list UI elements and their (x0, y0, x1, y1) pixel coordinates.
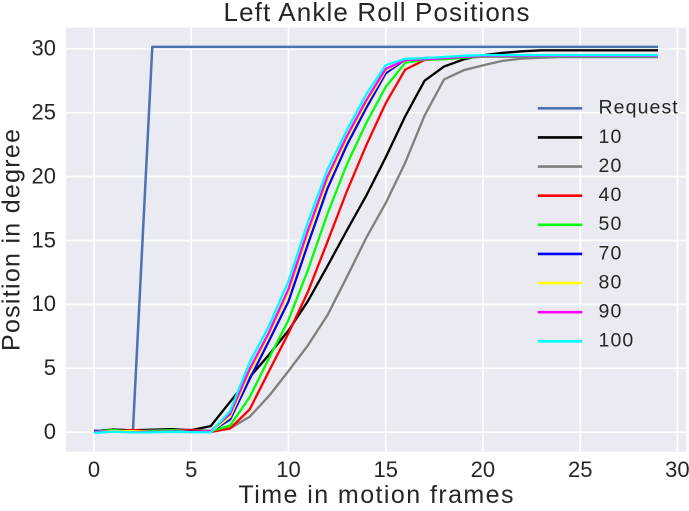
svg-text:Left Ankle Roll Positions: Left Ankle Roll Positions (224, 0, 530, 27)
svg-text:40: 40 (599, 184, 623, 206)
svg-text:25: 25 (568, 457, 592, 482)
svg-text:20: 20 (599, 155, 623, 177)
svg-text:80: 80 (599, 272, 623, 294)
svg-text:30: 30 (665, 457, 689, 482)
svg-text:30: 30 (32, 36, 56, 61)
svg-text:10: 10 (276, 457, 300, 482)
svg-text:20: 20 (471, 457, 495, 482)
svg-text:Position in degree: Position in degree (0, 129, 26, 351)
svg-text:10: 10 (32, 291, 56, 316)
svg-text:25: 25 (32, 100, 56, 125)
svg-text:Request: Request (599, 97, 679, 119)
svg-text:15: 15 (32, 227, 56, 252)
svg-text:20: 20 (32, 163, 56, 188)
svg-text:50: 50 (599, 213, 623, 235)
svg-text:90: 90 (599, 301, 623, 323)
svg-text:0: 0 (88, 457, 100, 482)
svg-text:Time in motion frames: Time in motion frames (239, 481, 514, 506)
svg-text:5: 5 (185, 457, 197, 482)
svg-text:100: 100 (599, 330, 635, 352)
svg-text:0: 0 (44, 419, 56, 444)
svg-text:15: 15 (373, 457, 397, 482)
svg-text:5: 5 (44, 355, 56, 380)
svg-text:70: 70 (599, 242, 623, 264)
svg-text:10: 10 (599, 126, 623, 148)
